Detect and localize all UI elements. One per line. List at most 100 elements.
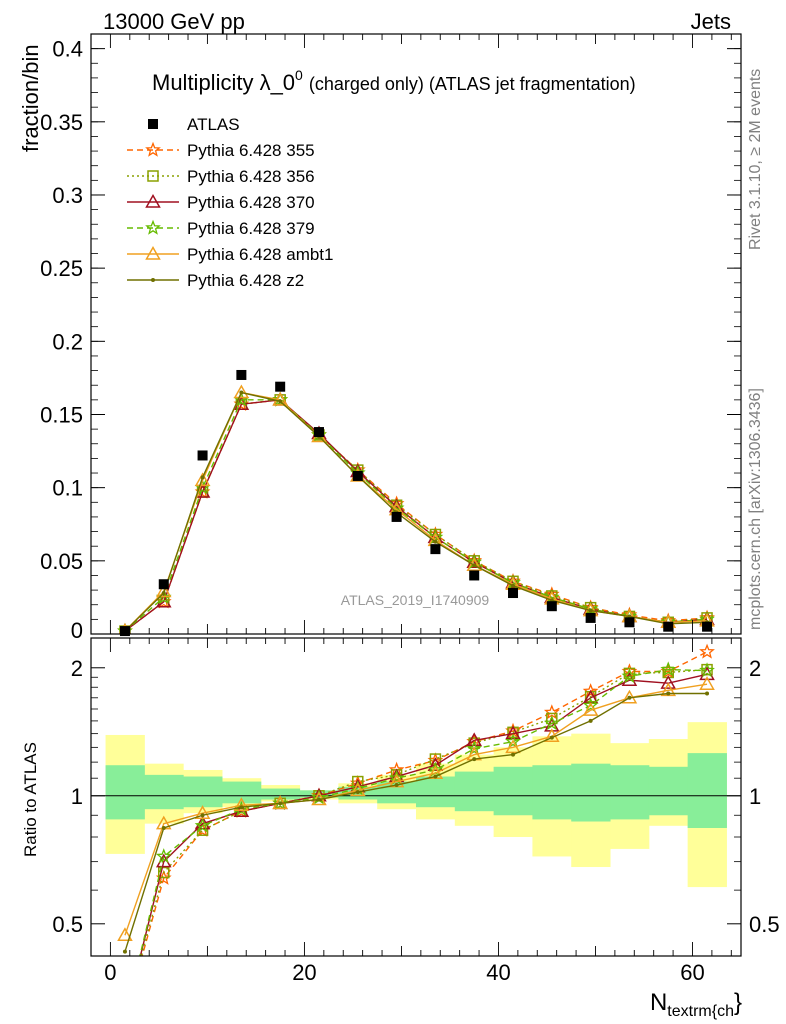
ratio-band-inner bbox=[571, 763, 611, 822]
main-y-tick-label: 0.2 bbox=[52, 329, 83, 354]
legend-label: Pythia 6.428 356 bbox=[187, 167, 315, 186]
ratio-series-marker bbox=[582, 697, 599, 713]
main-y-tick-label: 0.05 bbox=[40, 549, 83, 574]
legend-entry: Pythia 6.428 z2 bbox=[127, 271, 304, 290]
ratio-band-inner bbox=[416, 776, 456, 808]
ratio-plot-frame bbox=[90, 637, 742, 957]
atlas-data-point bbox=[546, 601, 557, 612]
ratio-series-marker bbox=[272, 795, 289, 811]
atlas-data-point bbox=[313, 427, 324, 438]
ratio-series-marker bbox=[158, 866, 170, 879]
main-y-tick-label: 0.4 bbox=[52, 37, 83, 62]
ratio-series-marker bbox=[117, 927, 133, 941]
main-y-tick-label: 0.15 bbox=[40, 402, 83, 427]
ratio-band-inner bbox=[221, 781, 262, 804]
ratio-series-marker bbox=[350, 782, 366, 797]
ratio-series-marker bbox=[394, 783, 399, 788]
ratio-band-inner bbox=[183, 776, 223, 808]
ratio-band-inner bbox=[144, 774, 184, 810]
ratio-x-tick-label: 60 bbox=[680, 960, 704, 985]
main-series-marker bbox=[272, 391, 288, 406]
atlas-data-points bbox=[119, 369, 713, 637]
main-series-line bbox=[124, 391, 708, 632]
legend-marker bbox=[145, 245, 161, 260]
ratio-band-inner bbox=[105, 765, 145, 820]
title-rest: (charged only) (ATLAS jet fragmentation) bbox=[309, 74, 636, 94]
ratio-series-marker bbox=[549, 735, 554, 740]
legend-entry: Pythia 6.428 ambt1 bbox=[127, 245, 333, 264]
ratio-series-marker bbox=[543, 715, 560, 731]
main-series-marker bbox=[433, 539, 438, 544]
main-y-axis-label: fraction/bin bbox=[18, 44, 43, 152]
ratio-series-marker bbox=[200, 813, 205, 818]
title-main: Multiplicity λ_0 bbox=[152, 70, 295, 95]
atlas-data-point bbox=[469, 570, 480, 581]
main-series-marker bbox=[466, 557, 482, 571]
title-superscript: 0 bbox=[295, 67, 303, 83]
legend-marker bbox=[145, 219, 161, 235]
ratio-band-inner bbox=[493, 766, 533, 816]
main-series-marker bbox=[233, 384, 250, 399]
ratio-series-marker bbox=[627, 695, 632, 700]
atlas-data-point bbox=[585, 612, 596, 623]
legend-label: Pythia 6.428 z2 bbox=[187, 271, 304, 290]
ratio-series-marker bbox=[666, 691, 671, 696]
ratio-series-marker bbox=[660, 675, 677, 689]
ratio-band-inner bbox=[610, 765, 650, 820]
x-axis-label-subscript: textrm{ch bbox=[667, 1003, 734, 1020]
ratio-series-marker bbox=[355, 790, 360, 795]
ratio-band-inner bbox=[687, 753, 727, 828]
ratio-series-marker bbox=[699, 676, 715, 690]
ratio-band-inner bbox=[260, 788, 301, 800]
main-y-tick-label: 0 bbox=[71, 618, 83, 643]
ratio-y-tick-label-right: 0.5 bbox=[749, 912, 780, 937]
ratio-y-tick-label: 2 bbox=[71, 656, 83, 681]
ratio-series-marker bbox=[427, 757, 444, 771]
legend-entry: Pythia 6.428 355 bbox=[127, 141, 315, 160]
ratio-series-marker bbox=[699, 643, 715, 659]
legend-label: Pythia 6.428 ambt1 bbox=[187, 245, 333, 264]
ratio-series-marker bbox=[511, 752, 516, 757]
ratio-series-marker bbox=[505, 733, 521, 749]
rivet-version-label: Rivet 3.1.10, ≥ 2M events bbox=[747, 69, 764, 250]
ratio-series-marker bbox=[278, 801, 283, 806]
ratio-band-inner bbox=[454, 771, 495, 812]
atlas-data-point bbox=[119, 626, 130, 637]
analysis-watermark: ATLAS_2019_I1740909 bbox=[341, 592, 490, 608]
ratio-series-lines bbox=[117, 643, 715, 956]
ratio-series-marker bbox=[194, 817, 211, 833]
legend-marker-atlas bbox=[148, 119, 158, 129]
ratio-series-line bbox=[141, 651, 708, 956]
ratio-series-line bbox=[124, 683, 708, 936]
legend-marker bbox=[151, 278, 155, 282]
ratio-y-axis-label: Ratio to ATLAS bbox=[21, 742, 40, 857]
ratio-series-marker bbox=[705, 691, 710, 696]
ratio-y-tick-label-right: 1 bbox=[749, 784, 761, 809]
legend-marker bbox=[145, 141, 161, 157]
ratio-y-tick-label: 1 bbox=[71, 784, 83, 809]
ratio-series-marker bbox=[233, 797, 250, 812]
ratio-series-marker bbox=[433, 774, 438, 779]
ratio-y-tick-label: 0.5 bbox=[52, 912, 83, 937]
ratio-series-marker bbox=[472, 757, 477, 762]
legend-marker bbox=[145, 193, 161, 208]
ratio-series-marker bbox=[505, 739, 521, 754]
main-series-marker bbox=[472, 563, 477, 568]
legend-entry: Pythia 6.428 370 bbox=[127, 193, 315, 212]
ratio-band-inner bbox=[532, 765, 572, 820]
atlas-data-point bbox=[508, 588, 519, 599]
atlas-data-point bbox=[352, 470, 363, 481]
ratio-y-tick-label-right: 2 bbox=[749, 656, 761, 681]
legend-label: Pythia 6.428 370 bbox=[187, 193, 315, 212]
ratio-series-marker bbox=[239, 805, 244, 810]
ratio-series-marker bbox=[161, 825, 166, 830]
mcplots-reference-label: mcplots.cern.ch [arXiv:1306.3436] bbox=[747, 388, 764, 630]
legend: ATLAS Pythia 6.428 355 Pythia 6.428 356 Pyt… bbox=[127, 115, 333, 290]
ratio-series-marker bbox=[194, 805, 211, 819]
main-series-marker bbox=[194, 472, 211, 487]
legend-entry-atlas: ATLAS bbox=[148, 115, 240, 134]
ratio-series-marker bbox=[505, 725, 521, 740]
x-axis-label-main: N bbox=[650, 989, 667, 1016]
plot-axes: 00.050.10.150.20.250.30.350.40 20 40 600.5 0… bbox=[40, 33, 780, 985]
